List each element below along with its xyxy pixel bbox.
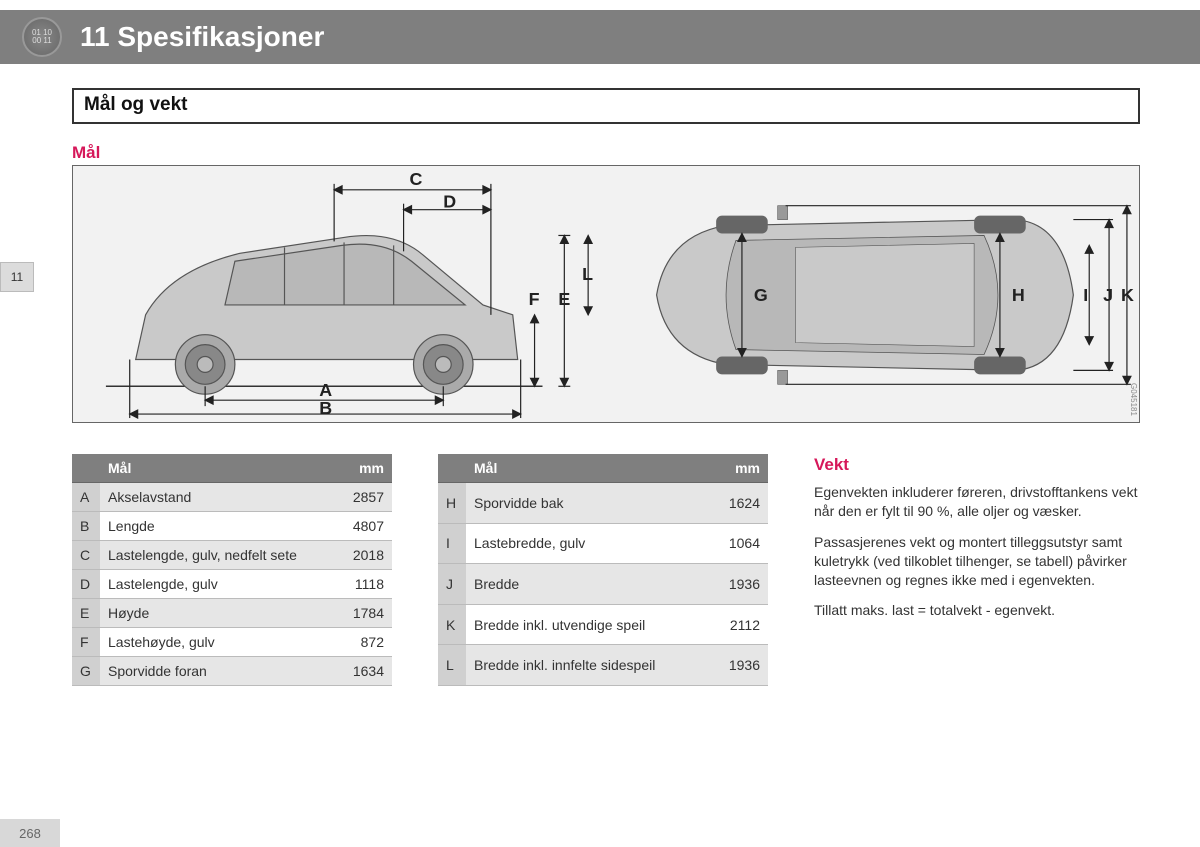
- table-row: HSporvidde bak1624: [438, 483, 768, 524]
- t2-cell-val: 1064: [712, 523, 768, 564]
- t1-cell-val: 4807: [336, 512, 392, 541]
- table-row: BLengde4807: [72, 512, 392, 541]
- table-row: FLastehøyde, gulv872: [72, 628, 392, 657]
- svg-text:C: C: [410, 169, 423, 189]
- svg-text:F: F: [529, 289, 540, 309]
- t1-cell-val: 1634: [336, 657, 392, 686]
- dimensions-heading: Mål: [72, 143, 100, 163]
- t1-cell-val: 1118: [336, 570, 392, 599]
- chapter-title: 11 Spesifikasjoner: [80, 10, 324, 64]
- t2-cell-key: H: [438, 483, 466, 524]
- t1-cell-label: Lastehøyde, gulv: [100, 628, 336, 657]
- table-row: JBredde1936: [438, 564, 768, 605]
- t1-cell-key: G: [72, 657, 100, 686]
- svg-text:B: B: [319, 398, 332, 418]
- table-row: CLastelengde, gulv, nedfelt sete2018: [72, 541, 392, 570]
- table-row: KBredde inkl. utvendige speil2112: [438, 604, 768, 645]
- t1-cell-val: 872: [336, 628, 392, 657]
- table-row: EHøyde1784: [72, 599, 392, 628]
- t1-cell-label: Akselavstand: [100, 483, 336, 512]
- t2-cell-val: 2112: [712, 604, 768, 645]
- t1-cell-key: B: [72, 512, 100, 541]
- t2-h-val: mm: [712, 454, 768, 483]
- svg-text:G: G: [754, 285, 768, 305]
- svg-text:L: L: [582, 264, 593, 284]
- t2-cell-label: Lastebredde, gulv: [466, 523, 712, 564]
- t1-cell-key: F: [72, 628, 100, 657]
- t2-cell-label: Sporvidde bak: [466, 483, 712, 524]
- table-row: LBredde inkl. innfelte sidespeil1936: [438, 645, 768, 686]
- t1-cell-key: C: [72, 541, 100, 570]
- t1-cell-key: A: [72, 483, 100, 512]
- svg-text:K: K: [1121, 285, 1134, 305]
- svg-text:J: J: [1103, 285, 1113, 305]
- t2-cell-label: Bredde: [466, 564, 712, 605]
- weight-heading: Vekt: [814, 454, 1140, 477]
- t2-h-key: [438, 454, 466, 483]
- dimensions-table-2: Mål mm HSporvidde bak1624ILastebredde, g…: [438, 454, 768, 686]
- page-number: 268: [0, 819, 60, 847]
- vehicle-side: [136, 236, 518, 395]
- dimensions-table-1: Mål mm AAkselavstand2857BLengde4807CLast…: [72, 454, 392, 686]
- svg-text:E: E: [558, 289, 570, 309]
- t1-cell-val: 2018: [336, 541, 392, 570]
- vehicle-dimensions-diagram: A B C D E F L: [72, 165, 1140, 423]
- table-row: DLastelengde, gulv1118: [72, 570, 392, 599]
- t2-cell-key: L: [438, 645, 466, 686]
- section-title: Mål og vekt: [84, 94, 187, 115]
- diagram-svg: A B C D E F L: [73, 166, 1139, 422]
- t1-cell-label: Høyde: [100, 599, 336, 628]
- t2-cell-key: I: [438, 523, 466, 564]
- t1-cell-key: D: [72, 570, 100, 599]
- t1-cell-label: Sporvidde foran: [100, 657, 336, 686]
- t2-cell-val: 1936: [712, 564, 768, 605]
- vehicle-top: G H: [657, 206, 1134, 385]
- t2-cell-key: J: [438, 564, 466, 605]
- section-title-box: Mål og vekt: [72, 88, 1140, 124]
- badge-line-2: 00 11: [32, 37, 51, 45]
- t1-h-val: mm: [336, 454, 392, 483]
- weight-p1: Egenvekten inkluderer føreren, drivstoff…: [814, 483, 1140, 521]
- chapter-badge-icon: 01 10 00 11: [22, 17, 62, 57]
- t2-cell-val: 1936: [712, 645, 768, 686]
- table-row: GSporvidde foran1634: [72, 657, 392, 686]
- t2-h-label: Mål: [466, 454, 712, 483]
- t2-cell-key: K: [438, 604, 466, 645]
- weight-text-column: Vekt Egenvekten inkluderer føreren, driv…: [814, 454, 1140, 686]
- t2-cell-label: Bredde inkl. innfelte sidespeil: [466, 645, 712, 686]
- svg-text:H: H: [1012, 285, 1025, 305]
- chapter-side-tab: 11: [0, 262, 34, 292]
- t1-cell-label: Lastelengde, gulv, nedfelt sete: [100, 541, 336, 570]
- chapter-header: 01 10 00 11 11 Spesifikasjoner: [0, 10, 1200, 64]
- t1-cell-label: Lastelengde, gulv: [100, 570, 336, 599]
- t2-cell-val: 1624: [712, 483, 768, 524]
- weight-p3: Tillatt maks. last = totalvekt - egenvek…: [814, 601, 1140, 620]
- diagram-code: G045181: [1129, 383, 1138, 416]
- svg-text:D: D: [443, 192, 456, 212]
- t1-cell-label: Lengde: [100, 512, 336, 541]
- table-row: ILastebredde, gulv1064: [438, 523, 768, 564]
- table-row: AAkselavstand2857: [72, 483, 392, 512]
- t2-cell-label: Bredde inkl. utvendige speil: [466, 604, 712, 645]
- t1-h-label: Mål: [100, 454, 336, 483]
- t1-h-key: [72, 454, 100, 483]
- svg-text:I: I: [1083, 285, 1088, 305]
- t1-cell-val: 1784: [336, 599, 392, 628]
- weight-p2: Passasjerenes vekt og montert tilleggsut…: [814, 533, 1140, 590]
- t1-cell-key: E: [72, 599, 100, 628]
- t1-cell-val: 2857: [336, 483, 392, 512]
